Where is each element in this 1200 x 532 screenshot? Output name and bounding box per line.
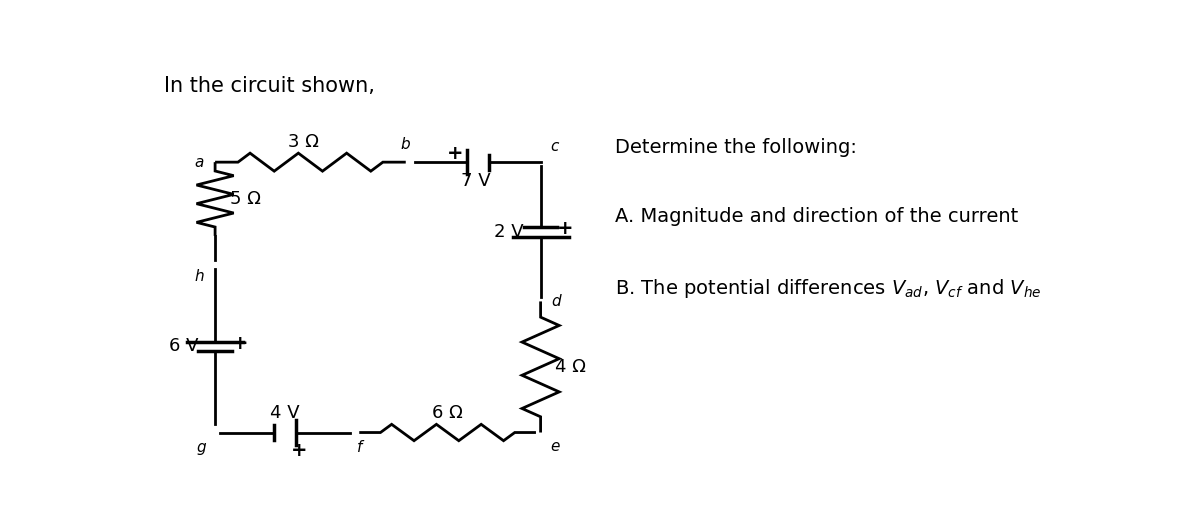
Text: 4 Ω: 4 Ω	[554, 358, 586, 376]
Text: 5 Ω: 5 Ω	[230, 190, 260, 208]
Text: 6 Ω: 6 Ω	[432, 404, 463, 422]
Text: +: +	[446, 145, 463, 163]
Text: B. The potential differences $V_{ad}$, $V_{cf}$ and $V_{he}$: B. The potential differences $V_{ad}$, $…	[616, 277, 1042, 300]
Text: +: +	[557, 219, 574, 238]
Text: g: g	[196, 440, 206, 455]
Text: d: d	[552, 294, 562, 309]
Text: 2 V: 2 V	[494, 223, 524, 241]
Text: e: e	[550, 439, 559, 454]
Text: a: a	[194, 155, 204, 170]
Text: b: b	[401, 137, 410, 152]
Text: 4 V: 4 V	[270, 404, 300, 422]
Text: c: c	[550, 139, 558, 154]
Text: +: +	[290, 440, 307, 460]
Text: 7 V: 7 V	[461, 172, 491, 190]
Text: In the circuit shown,: In the circuit shown,	[164, 76, 374, 96]
Text: Determine the following:: Determine the following:	[616, 138, 857, 156]
Text: A. Magnitude and direction of the current: A. Magnitude and direction of the curren…	[616, 207, 1019, 226]
Text: 3 Ω: 3 Ω	[288, 132, 319, 151]
Text: +: +	[232, 334, 248, 353]
Text: h: h	[194, 269, 204, 284]
Text: f: f	[356, 440, 362, 455]
Text: 6 V: 6 V	[169, 337, 198, 355]
